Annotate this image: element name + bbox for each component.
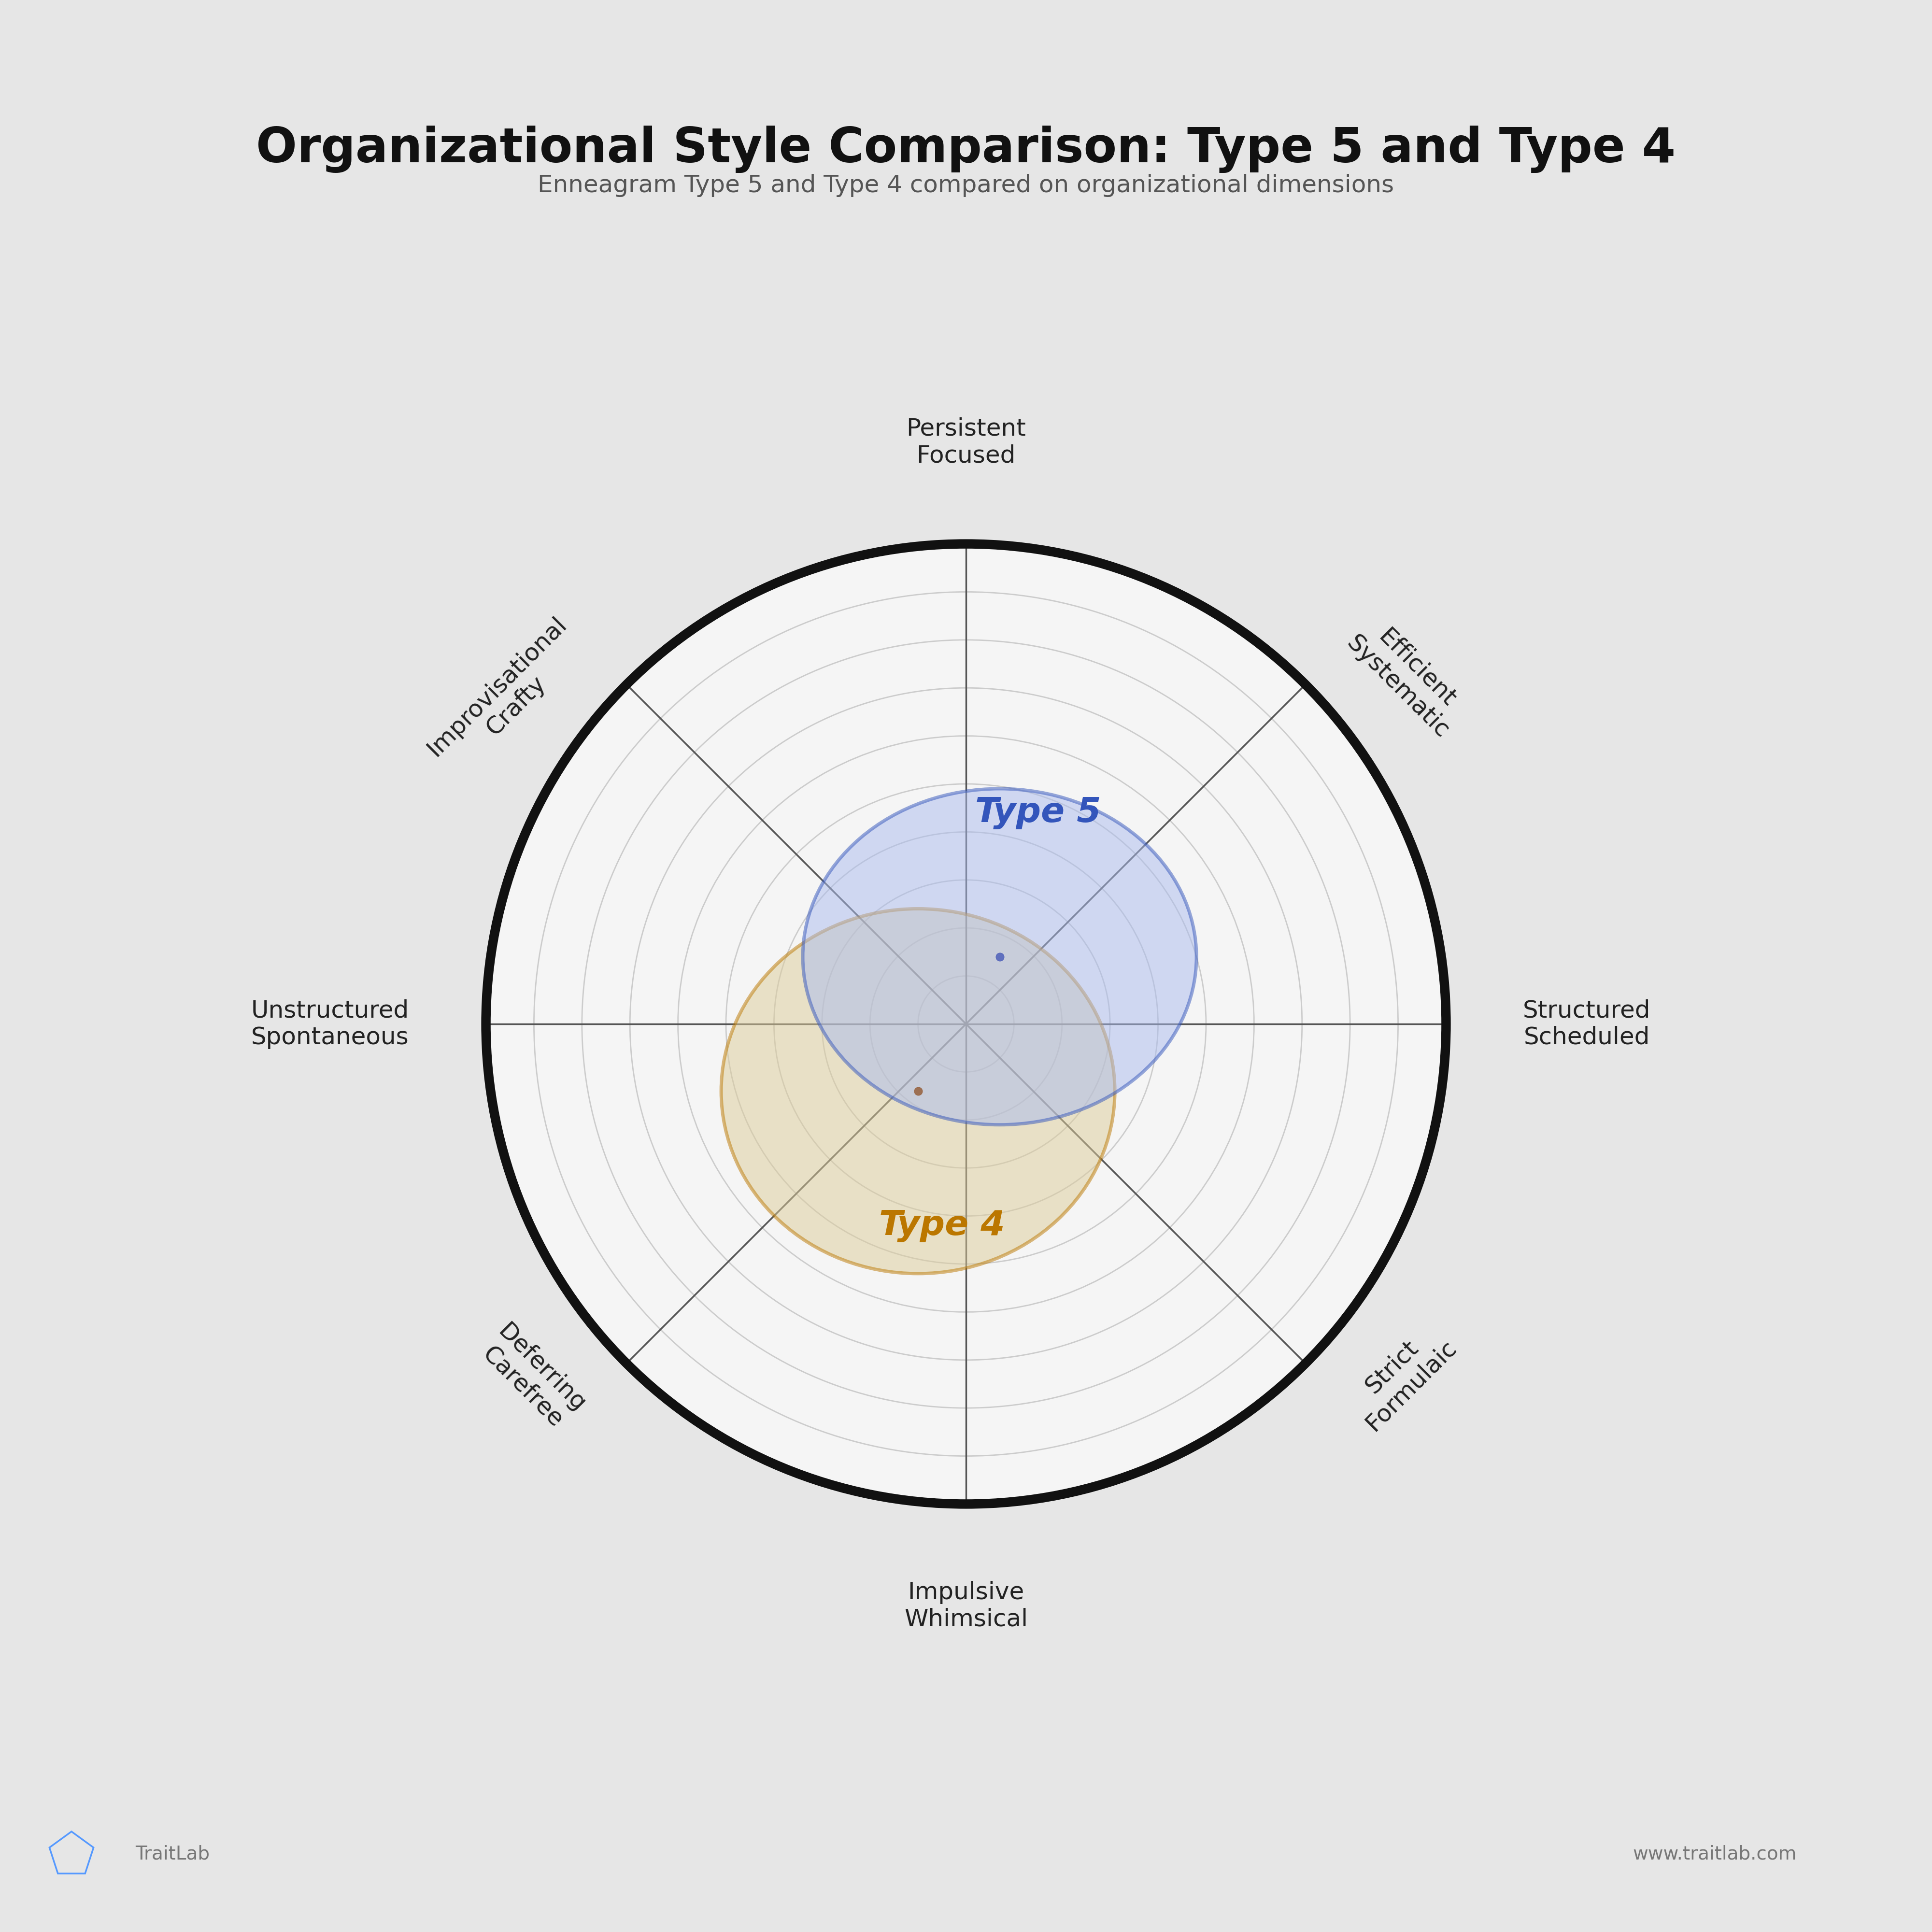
Text: www.traitlab.com: www.traitlab.com <box>1633 1845 1797 1862</box>
Text: Unstructured
Spontaneous: Unstructured Spontaneous <box>251 999 410 1049</box>
Text: Deferring
Carefree: Deferring Carefree <box>473 1320 589 1435</box>
Circle shape <box>487 545 1445 1503</box>
Text: Improvisational
Crafty: Improvisational Crafty <box>423 612 589 781</box>
Text: Organizational Style Comparison: Type 5 and Type 4: Organizational Style Comparison: Type 5 … <box>257 126 1675 174</box>
Text: Type 5: Type 5 <box>976 796 1101 829</box>
Text: Impulsive
Whimsical: Impulsive Whimsical <box>904 1580 1028 1631</box>
Ellipse shape <box>721 908 1115 1273</box>
Text: Strict
Formulaic: Strict Formulaic <box>1343 1318 1461 1435</box>
Text: Type 4: Type 4 <box>879 1209 1005 1242</box>
Ellipse shape <box>804 788 1196 1124</box>
Text: TraitLab: TraitLab <box>135 1845 209 1862</box>
Text: Persistent
Focused: Persistent Focused <box>906 417 1026 468</box>
Text: Enneagram Type 5 and Type 4 compared on organizational dimensions: Enneagram Type 5 and Type 4 compared on … <box>537 174 1395 197</box>
Text: Structured
Scheduled: Structured Scheduled <box>1522 999 1650 1049</box>
Text: Efficient
Systematic: Efficient Systematic <box>1343 612 1472 744</box>
